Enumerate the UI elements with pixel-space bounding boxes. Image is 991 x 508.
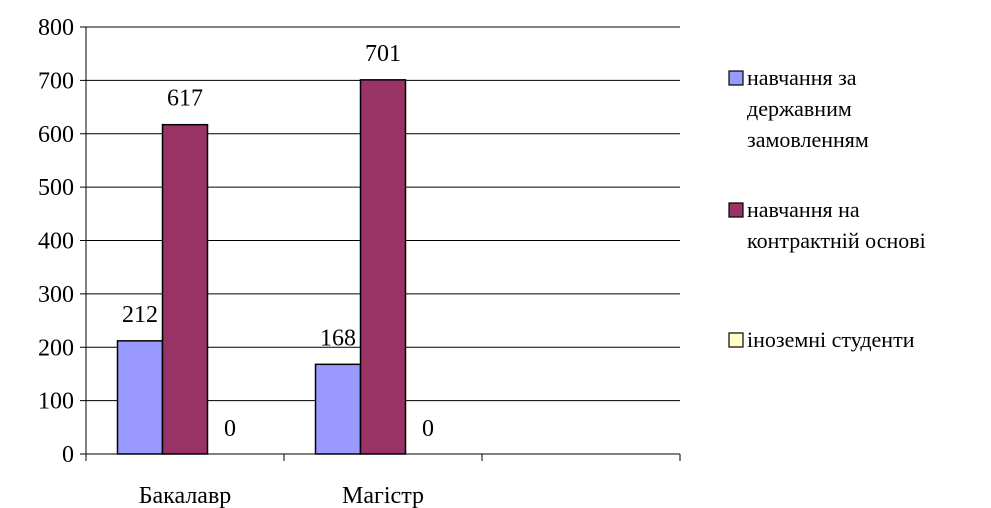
y-tick-label: 800	[38, 15, 74, 41]
y-tick-label: 400	[38, 229, 74, 255]
legend-entry-text: навчання за	[747, 65, 857, 90]
data-label: 0	[422, 416, 434, 442]
bar	[116, 340, 164, 455]
data-label: 701	[365, 41, 401, 67]
legend-entry-text: державним	[747, 96, 852, 121]
bar	[161, 123, 209, 455]
legend-entry-text: замовленням	[747, 127, 869, 152]
y-tick-label: 500	[38, 175, 74, 201]
data-label: 0	[224, 416, 236, 442]
x-category-label: Бакалавр	[139, 483, 232, 508]
data-labels: 212 617 0 168 701 0	[122, 41, 434, 442]
data-label: 617	[167, 86, 203, 112]
y-tick-label: 100	[38, 389, 74, 415]
y-tick-label: 200	[38, 335, 74, 361]
data-label: 212	[122, 302, 158, 328]
x-category-label: Магістр	[342, 483, 424, 508]
legend-swatch	[728, 202, 744, 218]
legend-entry-text: іноземні студенти	[747, 327, 915, 352]
bars	[116, 79, 407, 455]
y-tick-label: 600	[38, 122, 74, 148]
y-axis-ticks: 0 100 200 300 400 500 600 700 800	[38, 15, 86, 468]
y-tick-label: 300	[38, 282, 74, 308]
legend-entry-text: контрактній основі	[747, 228, 926, 253]
legend: навчання за державним замовленням навчання …	[728, 65, 926, 352]
x-axis-labels: Бакалавр Магістр	[139, 483, 424, 508]
bar	[359, 79, 407, 455]
legend-swatch	[728, 70, 744, 86]
bar	[314, 363, 362, 455]
legend-swatch	[728, 332, 744, 348]
y-tick-label: 0	[62, 442, 74, 468]
legend-entry-text: навчання на	[747, 197, 860, 222]
y-tick-label: 700	[38, 68, 74, 94]
data-label: 168	[320, 325, 356, 351]
